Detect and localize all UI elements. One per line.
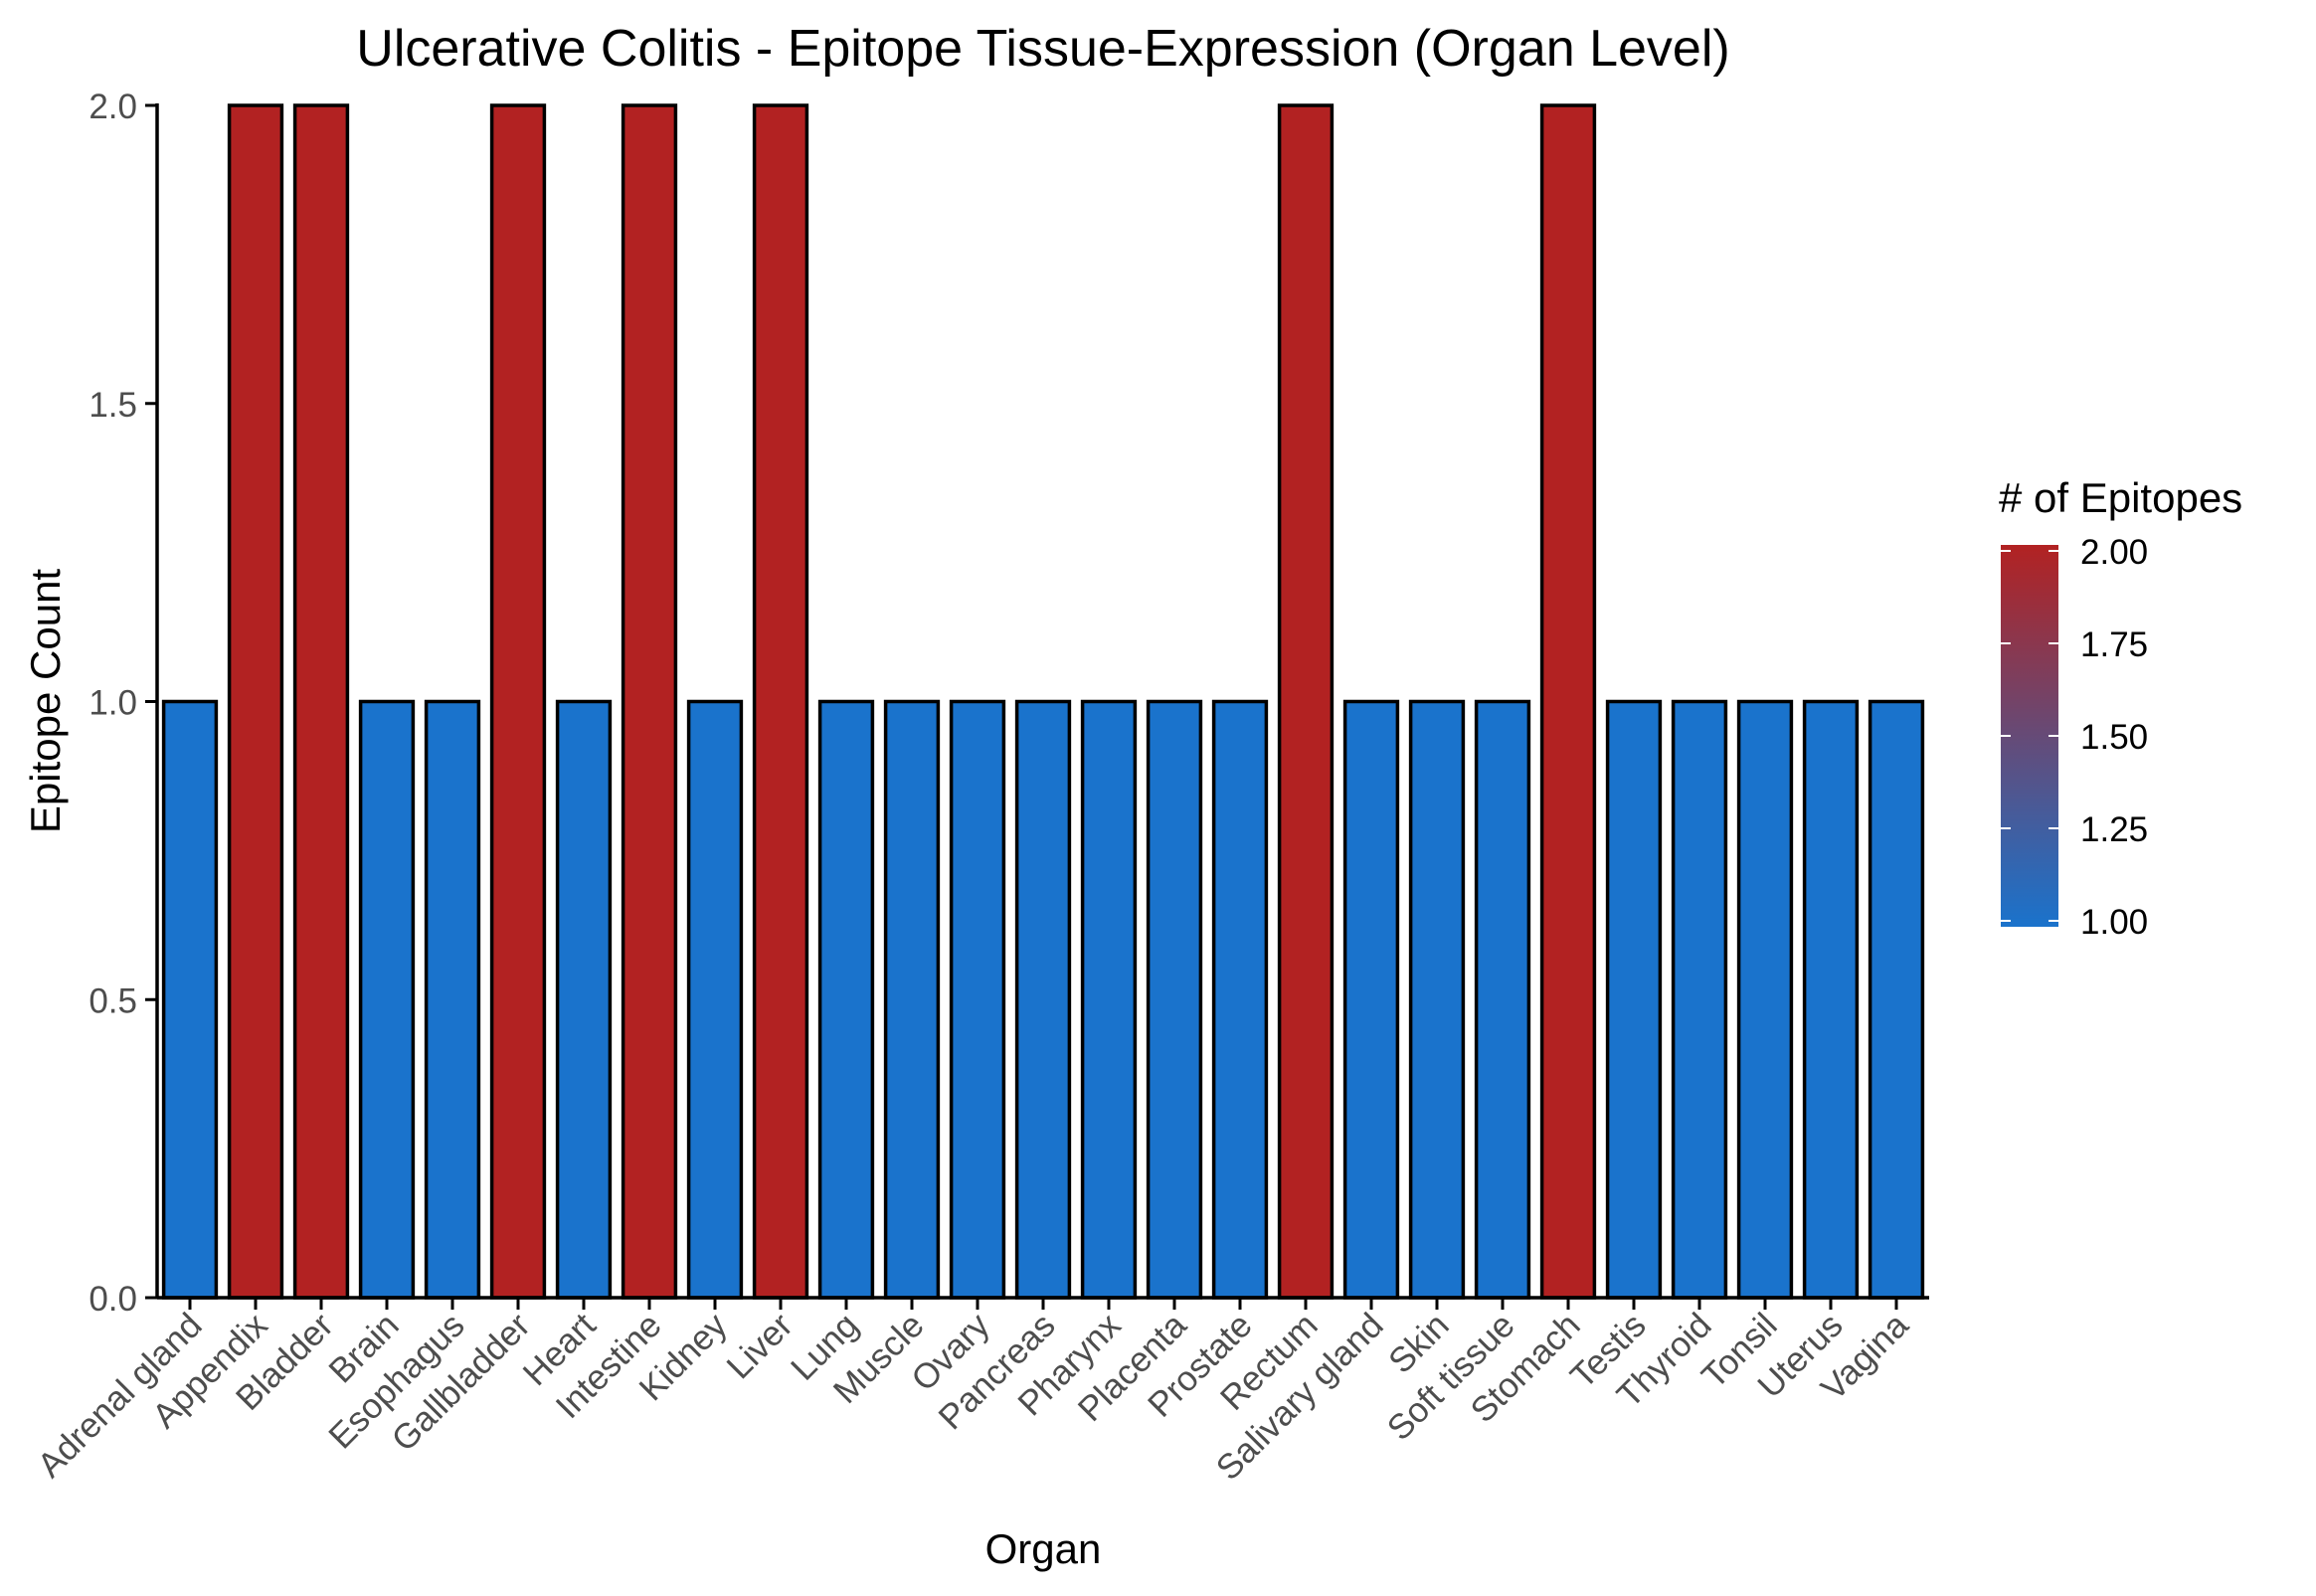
legend-label: 1.00 <box>2080 903 2148 942</box>
bar-uterus <box>1802 699 1860 1300</box>
y-axis-title: Epitope Count <box>22 569 69 834</box>
y-tick-label: 0.5 <box>89 981 137 1020</box>
x-axis-title: Organ <box>985 1525 1102 1572</box>
bar-salivary-gland <box>1342 699 1400 1300</box>
legend-ticks: 2.00 1.75 1.50 1.25 1.00 <box>2001 533 2148 942</box>
bar-pharynx <box>1080 699 1138 1300</box>
y-tick-label: 2.0 <box>89 88 137 126</box>
bar-tonsil <box>1736 699 1794 1300</box>
legend-title: # of Epitopes <box>1999 474 2242 521</box>
bars-layer <box>161 103 1925 1300</box>
legend-label: 1.75 <box>2080 625 2148 664</box>
bar-heart <box>555 699 613 1300</box>
bar-vagina <box>1868 699 1925 1300</box>
bar-liver <box>752 103 809 1300</box>
bar-pancreas <box>1014 699 1072 1300</box>
bar-stomach <box>1539 103 1597 1300</box>
bar-ovary <box>949 699 1006 1300</box>
chart-title: Ulcerative Colitis - Epitope Tissue-Expr… <box>356 20 1729 78</box>
legend-label: 1.25 <box>2080 810 2148 849</box>
bar-muscle <box>883 699 941 1300</box>
bar-rectum <box>1277 103 1335 1300</box>
bar-placenta <box>1146 699 1203 1300</box>
legend: # of Epitopes 2.00 1.75 1.50 1.25 1.00 <box>1999 474 2242 942</box>
bar-adrenal-gland <box>161 699 219 1300</box>
bar-prostate <box>1211 699 1269 1300</box>
bar-esophagus <box>424 699 481 1300</box>
bar-brain <box>358 699 416 1300</box>
y-tick-label: 1.0 <box>89 684 137 723</box>
x-axis: Adrenal glandAppendixBladderBrainEsophag… <box>30 1296 1929 1488</box>
y-tick-label: 1.5 <box>89 386 137 425</box>
x-tick-label-liver: Liver <box>719 1306 800 1386</box>
bar-gallbladder <box>489 103 547 1300</box>
legend-label: 2.00 <box>2080 533 2148 572</box>
bar-bladder <box>292 103 350 1300</box>
bar-soft-tissue <box>1474 699 1531 1300</box>
bar-thyroid <box>1671 699 1728 1300</box>
y-tick-label: 0.0 <box>89 1280 137 1319</box>
bar-lung <box>817 699 875 1300</box>
bar-intestine <box>621 103 678 1300</box>
y-axis: 0.0 0.5 1.0 1.5 2.0 <box>89 88 159 1319</box>
legend-label: 1.50 <box>2080 718 2148 757</box>
bar-skin <box>1408 699 1466 1300</box>
bar-testis <box>1605 699 1663 1300</box>
bar-appendix <box>227 103 284 1300</box>
bar-kidney <box>686 699 744 1300</box>
